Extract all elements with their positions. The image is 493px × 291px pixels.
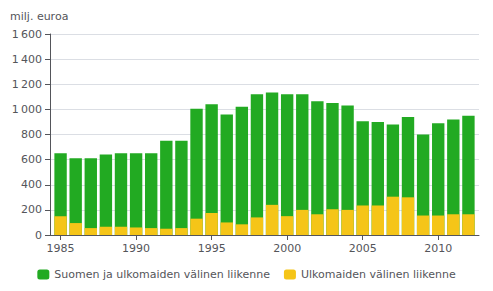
svg-text:1 600: 1 600 [12, 28, 42, 41]
svg-text:1990: 1990 [122, 242, 150, 255]
svg-text:600: 600 [21, 153, 42, 166]
svg-text:2005: 2005 [349, 242, 377, 255]
svg-text:1985: 1985 [47, 242, 75, 255]
svg-text:Ulkomaiden välinen liikenne: Ulkomaiden välinen liikenne [301, 268, 456, 281]
svg-text:milj. euroa: milj. euroa [10, 10, 68, 23]
svg-text:2010: 2010 [424, 242, 452, 255]
svg-text:400: 400 [21, 178, 42, 191]
svg-text:Suomen ja ulkomaiden välinen l: Suomen ja ulkomaiden välinen liikenne [54, 268, 270, 281]
svg-text:800: 800 [21, 128, 42, 141]
svg-text:2000: 2000 [273, 242, 301, 255]
svg-text:200: 200 [21, 203, 42, 216]
svg-text:1 400: 1 400 [12, 53, 42, 66]
svg-text:1 000: 1 000 [12, 103, 42, 116]
svg-text:1 200: 1 200 [12, 78, 42, 91]
svg-text:0: 0 [35, 229, 42, 242]
svg-text:1995: 1995 [198, 242, 226, 255]
